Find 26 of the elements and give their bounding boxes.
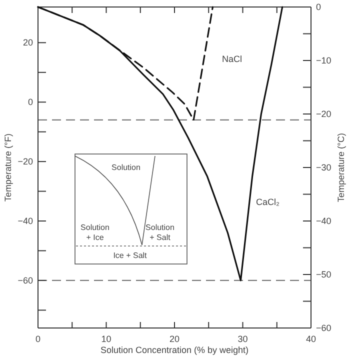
y2-tick-label: −10 xyxy=(316,56,332,66)
y-tick-label: −40 xyxy=(18,216,33,226)
x-tick-label: 40 xyxy=(306,334,316,344)
x-tick-label: 20 xyxy=(169,334,180,344)
x-tick-label: 10 xyxy=(101,334,112,344)
x-axis-title: Solution Concentration (% by weight) xyxy=(100,345,249,355)
annotation: Solution xyxy=(112,163,140,172)
annotation: Solution + Ice xyxy=(80,223,110,242)
annotation: Ice + Salt xyxy=(113,251,148,260)
y-tick-label: −60 xyxy=(18,275,33,286)
y-tick-label: 20 xyxy=(22,38,33,48)
y2-axis-title: Temperature (°C) xyxy=(336,132,346,202)
y-tick-label: −20 xyxy=(18,156,33,167)
y2-tick-label: −60 xyxy=(316,323,332,333)
x-tick-label: 0 xyxy=(35,334,41,344)
y2-tick-label: −20 xyxy=(316,109,332,119)
y2-tick-label: 0 xyxy=(316,2,322,12)
y-tick-label: 0 xyxy=(28,97,33,108)
series-label: CaCl₂ xyxy=(256,197,280,207)
y-axis-title: Temperature (°F) xyxy=(3,133,13,202)
y2-tick-label: −50 xyxy=(316,270,332,280)
series-label: NaCl xyxy=(222,54,242,64)
y2-tick-label: −30 xyxy=(316,162,332,172)
x-tick-label: 30 xyxy=(238,334,248,344)
y2-tick-label: −40 xyxy=(316,216,332,226)
annotation: Solution + Salt xyxy=(146,223,174,242)
